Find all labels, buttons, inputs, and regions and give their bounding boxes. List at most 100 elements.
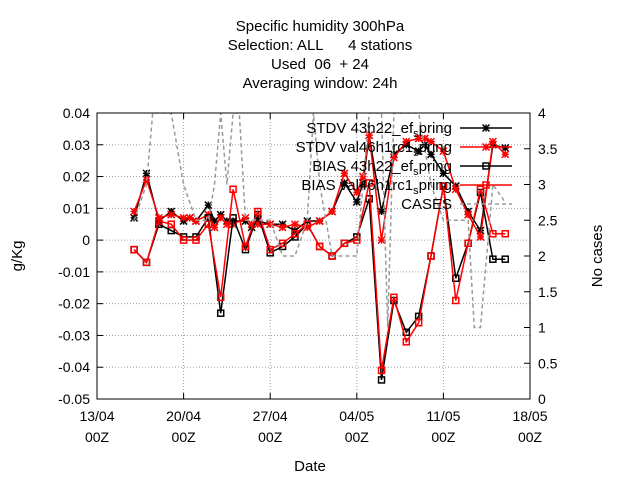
marker-stroke (290, 220, 299, 229)
y2-tick-label: 3.5 (538, 141, 558, 157)
marker-stroke (414, 134, 423, 143)
chart-title-line-4: Averaging window: 24h (242, 75, 398, 92)
marker-stroke (278, 223, 287, 232)
data-point-3 (427, 252, 435, 260)
data-point-3 (315, 242, 324, 251)
data-point-1 (290, 220, 299, 229)
marker-stroke (340, 169, 349, 178)
marker-stroke (414, 147, 423, 156)
data-point-3 (204, 220, 213, 228)
y-tick-label: 0.01 (63, 200, 90, 216)
x-tick-label-hour: 00Z (518, 429, 543, 445)
data-point-1 (185, 213, 194, 222)
data-point-2 (216, 309, 225, 317)
data-point-3 (303, 220, 312, 228)
data-point-3 (464, 239, 472, 248)
data-point-3 (254, 207, 262, 216)
y-tick-label: -0.01 (58, 264, 90, 280)
data-point-0 (130, 213, 139, 222)
y2-tick-label: 2.5 (538, 212, 558, 228)
marker-stroke (179, 213, 188, 222)
data-point-3 (142, 258, 151, 267)
data-point-3 (167, 220, 175, 228)
data-point-0 (426, 150, 436, 159)
data-point-1 (179, 213, 188, 222)
marker-stroke (439, 169, 448, 178)
chart-title-line-1: Specific humidity 300hPa (235, 18, 405, 35)
data-point-1 (464, 210, 473, 219)
data-point-3 (489, 230, 497, 238)
data-point-3 (365, 179, 373, 187)
data-point-3 (390, 293, 398, 302)
marker-stroke (464, 210, 473, 219)
marker-stroke (352, 197, 361, 207)
x-tick-label-hour: 00Z (345, 429, 370, 445)
data-point-1 (216, 213, 225, 222)
marker-stroke (481, 142, 491, 152)
y-tick-label: 0 (82, 232, 90, 248)
data-point-3 (155, 217, 163, 225)
y-tick-label: -0.04 (58, 359, 90, 375)
data-point-1 (414, 134, 423, 143)
data-point-3 (452, 296, 460, 305)
marker-stroke (451, 185, 460, 194)
data-point-1 (315, 217, 324, 226)
series-line-4 (133, 113, 506, 329)
data-point-3 (266, 245, 274, 254)
data-point-3 (130, 245, 138, 254)
marker-stroke (315, 217, 324, 226)
y2-tick-label: 4 (538, 105, 546, 121)
data-point-3 (353, 236, 361, 244)
data-point-3 (377, 366, 386, 375)
data-point-3 (278, 239, 287, 248)
marker-stroke (328, 207, 337, 216)
x-tick-label: 18/05 (512, 408, 547, 424)
marker-stroke (365, 131, 374, 140)
marker-stroke (216, 213, 225, 222)
legend-marker-1 (481, 142, 491, 152)
y2-tick-label: 1.5 (538, 284, 558, 300)
data-point-1 (167, 210, 176, 219)
marker-stroke (488, 137, 497, 146)
marker-stroke (481, 123, 491, 133)
y2-tick-label: 1 (538, 320, 546, 336)
x-tick-label: 11/05 (426, 408, 460, 424)
data-point-3 (229, 185, 237, 194)
y-tick-label: 0.02 (63, 169, 90, 185)
y2-tick-label: 3 (538, 177, 546, 193)
y2-tick-label: 2 (538, 248, 546, 264)
data-point-1 (476, 232, 485, 241)
data-point-3 (340, 239, 349, 248)
data-point-1 (501, 150, 510, 159)
data-point-1 (328, 207, 337, 216)
series-line-3 (133, 182, 506, 371)
x-tick-label: 13/04 (79, 408, 114, 424)
marker-stroke (402, 137, 411, 146)
data-point-3 (192, 236, 200, 244)
data-point-0 (142, 169, 151, 178)
legend-marker-2 (482, 162, 490, 170)
y-tick-label: 0.04 (63, 105, 90, 121)
axis-ticks: -0.05 -0.04 -0.03 -0.02 -0.01 0 0.01 0.02 0.03 0.… (58, 105, 558, 445)
data-point-0 (204, 201, 213, 210)
x-axis-label: Date (294, 458, 326, 475)
y2-tick-label: 0.5 (538, 355, 558, 371)
data-point-2 (489, 255, 497, 263)
marker-stroke (377, 207, 386, 216)
data-point-1 (389, 153, 398, 162)
data-point-1 (210, 223, 219, 232)
y-tick-label: 0.03 (63, 137, 90, 153)
x-tick-label-hour: 00Z (431, 429, 456, 445)
data-point-0 (414, 147, 423, 156)
marker-stroke (501, 150, 510, 159)
marker-stroke (266, 220, 275, 229)
marker-stroke (501, 143, 510, 152)
data-point-3 (216, 293, 225, 302)
y-tick-label: -0.03 (58, 327, 90, 343)
series-layer (130, 113, 510, 384)
data-point-3 (414, 318, 423, 327)
marker-stroke (426, 137, 436, 146)
marker-stroke (476, 232, 485, 241)
